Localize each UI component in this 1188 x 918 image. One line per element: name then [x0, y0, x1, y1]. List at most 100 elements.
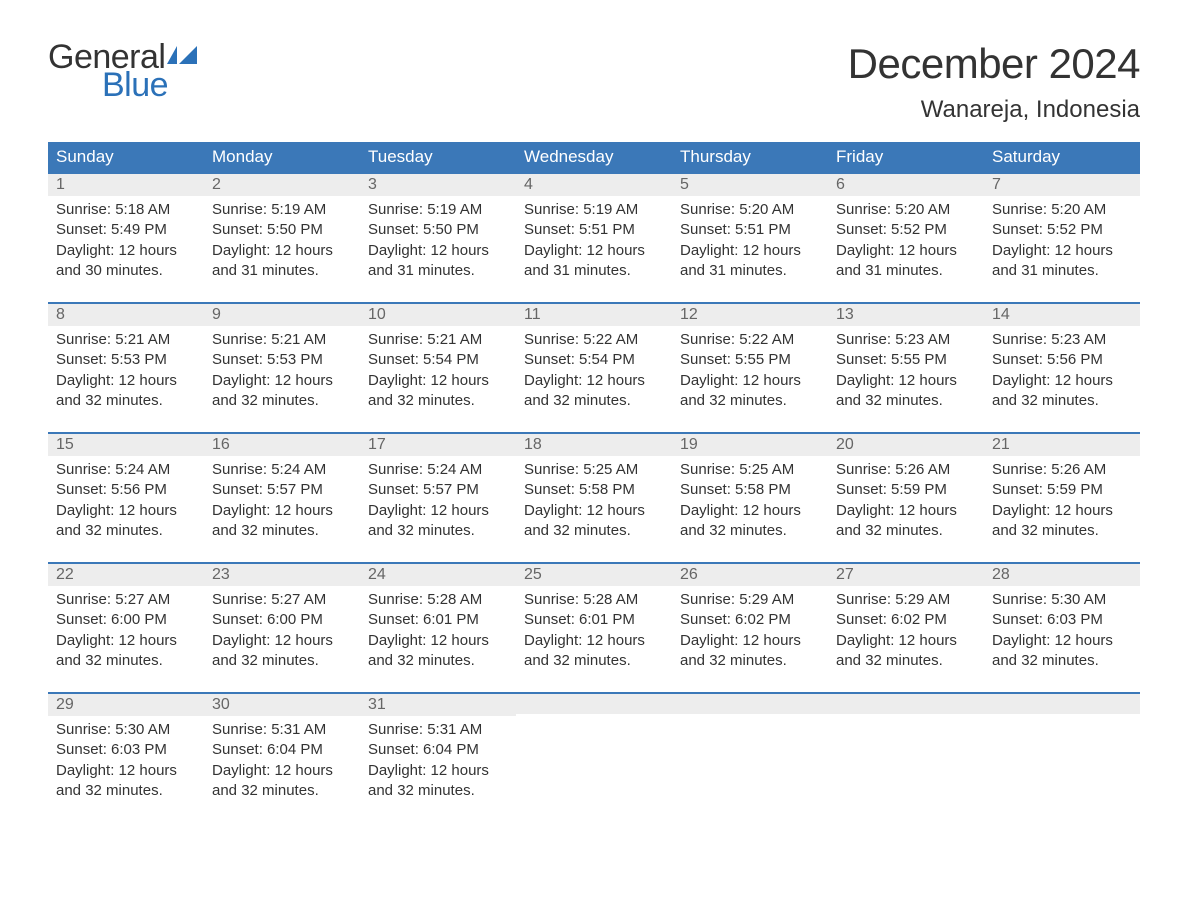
day-number: 26 [672, 564, 828, 586]
sunrise-text: Sunrise: 5:30 AM [992, 590, 1132, 610]
sunrise-text: Sunrise: 5:24 AM [56, 460, 196, 480]
sunset-text: Sunset: 5:55 PM [680, 350, 820, 370]
sunrise-text: Sunrise: 5:24 AM [212, 460, 352, 480]
sunrise-text: Sunrise: 5:29 AM [836, 590, 976, 610]
day-number: 29 [48, 694, 204, 716]
daylight-text: Daylight: 12 hours [992, 241, 1132, 261]
calendar-cell: 17Sunrise: 5:24 AMSunset: 5:57 PMDayligh… [360, 432, 516, 562]
page-header: General Blue December 2024 Wanareja, Ind… [48, 40, 1140, 124]
day-number: 19 [672, 434, 828, 456]
daylight-text: Daylight: 12 hours [524, 501, 664, 521]
day-number: 4 [516, 174, 672, 196]
sunrise-text: Sunrise: 5:26 AM [992, 460, 1132, 480]
daylight-text: Daylight: 12 hours [56, 761, 196, 781]
daylight-text: Daylight: 12 hours [836, 631, 976, 651]
daylight-text: and 32 minutes. [56, 651, 196, 671]
daylight-text: and 32 minutes. [992, 521, 1132, 541]
sunset-text: Sunset: 6:04 PM [212, 740, 352, 760]
sunrise-text: Sunrise: 5:27 AM [212, 590, 352, 610]
sunrise-text: Sunrise: 5:24 AM [368, 460, 508, 480]
calendar-cell: 1Sunrise: 5:18 AMSunset: 5:49 PMDaylight… [48, 172, 204, 302]
day-number: 16 [204, 434, 360, 456]
calendar-cell: 30Sunrise: 5:31 AMSunset: 6:04 PMDayligh… [204, 692, 360, 822]
calendar-cell: 21Sunrise: 5:26 AMSunset: 5:59 PMDayligh… [984, 432, 1140, 562]
day-number: 22 [48, 564, 204, 586]
calendar-cell: 7 Sunrise: 5:20 AMSunset: 5:52 PMDaylight… [984, 172, 1140, 302]
month-title: December 2024 [848, 40, 1140, 88]
sunrise-text: Sunrise: 5:19 AM [212, 200, 352, 220]
day-number: 7 [984, 174, 1140, 196]
day-number: 17 [360, 434, 516, 456]
daylight-text: Daylight: 12 hours [56, 631, 196, 651]
calendar-week-row: 22Sunrise: 5:27 AMSunset: 6:00 PMDayligh… [48, 562, 1140, 692]
daylight-text: and 32 minutes. [56, 521, 196, 541]
day-number: 15 [48, 434, 204, 456]
day-number: 27 [828, 564, 984, 586]
day-number: 25 [516, 564, 672, 586]
sunrise-text: Sunrise: 5:27 AM [56, 590, 196, 610]
sunrise-text: Sunrise: 5:25 AM [680, 460, 820, 480]
daylight-text: Daylight: 12 hours [992, 631, 1132, 651]
day-number: 2 [204, 174, 360, 196]
daylight-text: Daylight: 12 hours [368, 371, 508, 391]
sunrise-text: Sunrise: 5:28 AM [524, 590, 664, 610]
sunset-text: Sunset: 6:04 PM [368, 740, 508, 760]
calendar-cell: 16Sunrise: 5:24 AMSunset: 5:57 PMDayligh… [204, 432, 360, 562]
calendar-body: 1Sunrise: 5:18 AMSunset: 5:49 PMDaylight… [48, 172, 1140, 822]
day-number: 31 [360, 694, 516, 716]
calendar-cell [516, 692, 672, 822]
sunrise-text: Sunrise: 5:20 AM [680, 200, 820, 220]
sunset-text: Sunset: 5:58 PM [524, 480, 664, 500]
calendar-cell: 19Sunrise: 5:25 AMSunset: 5:58 PMDayligh… [672, 432, 828, 562]
daylight-text: and 32 minutes. [368, 781, 508, 801]
daylight-text: and 32 minutes. [524, 521, 664, 541]
daylight-text: Daylight: 12 hours [680, 501, 820, 521]
sunrise-text: Sunrise: 5:22 AM [524, 330, 664, 350]
weekday-header-row: Sunday Monday Tuesday Wednesday Thursday… [48, 142, 1140, 172]
daylight-text: and 31 minutes. [680, 261, 820, 281]
daylight-text: and 31 minutes. [524, 261, 664, 281]
daylight-text: and 32 minutes. [524, 391, 664, 411]
sunset-text: Sunset: 5:53 PM [212, 350, 352, 370]
daylight-text: and 31 minutes. [212, 261, 352, 281]
sunrise-text: Sunrise: 5:31 AM [212, 720, 352, 740]
title-block: December 2024 Wanareja, Indonesia [848, 40, 1140, 124]
sunset-text: Sunset: 6:01 PM [524, 610, 664, 630]
daylight-text: Daylight: 12 hours [212, 761, 352, 781]
daylight-text: and 32 minutes. [212, 781, 352, 801]
col-monday: Monday [204, 142, 360, 172]
sunrise-text: Sunrise: 5:20 AM [836, 200, 976, 220]
calendar-cell: 14Sunrise: 5:23 AMSunset: 5:56 PMDayligh… [984, 302, 1140, 432]
calendar-cell: 12Sunrise: 5:22 AMSunset: 5:55 PMDayligh… [672, 302, 828, 432]
day-number: 10 [360, 304, 516, 326]
sunset-text: Sunset: 6:02 PM [836, 610, 976, 630]
sunrise-text: Sunrise: 5:26 AM [836, 460, 976, 480]
day-number: 13 [828, 304, 984, 326]
calendar-cell: 25 Sunrise: 5:28 AMSunset: 6:01 PMDayligh… [516, 562, 672, 692]
daylight-text: Daylight: 12 hours [680, 371, 820, 391]
day-number: 21 [984, 434, 1140, 456]
calendar-cell: 6Sunrise: 5:20 AMSunset: 5:52 PMDaylight… [828, 172, 984, 302]
daylight-text: Daylight: 12 hours [524, 371, 664, 391]
daylight-text: Daylight: 12 hours [992, 371, 1132, 391]
daylight-text: Daylight: 12 hours [368, 761, 508, 781]
day-number: 8 [48, 304, 204, 326]
sunrise-text: Sunrise: 5:30 AM [56, 720, 196, 740]
col-thursday: Thursday [672, 142, 828, 172]
daylight-text: Daylight: 12 hours [524, 631, 664, 651]
calendar-cell: 5Sunrise: 5:20 AMSunset: 5:51 PMDaylight… [672, 172, 828, 302]
daylight-text: Daylight: 12 hours [56, 501, 196, 521]
calendar-week-row: 15Sunrise: 5:24 AMSunset: 5:56 PMDayligh… [48, 432, 1140, 562]
day-number: 11 [516, 304, 672, 326]
daylight-text: Daylight: 12 hours [212, 241, 352, 261]
daylight-text: Daylight: 12 hours [56, 371, 196, 391]
sunset-text: Sunset: 5:52 PM [992, 220, 1132, 240]
calendar-cell: 10Sunrise: 5:21 AMSunset: 5:54 PMDayligh… [360, 302, 516, 432]
calendar-cell: 4Sunrise: 5:19 AMSunset: 5:51 PMDaylight… [516, 172, 672, 302]
daylight-text: Daylight: 12 hours [212, 631, 352, 651]
daylight-text: and 31 minutes. [992, 261, 1132, 281]
sunrise-text: Sunrise: 5:20 AM [992, 200, 1132, 220]
empty-day [672, 692, 828, 714]
calendar-cell: 13Sunrise: 5:23 AMSunset: 5:55 PMDayligh… [828, 302, 984, 432]
sunrise-text: Sunrise: 5:25 AM [524, 460, 664, 480]
